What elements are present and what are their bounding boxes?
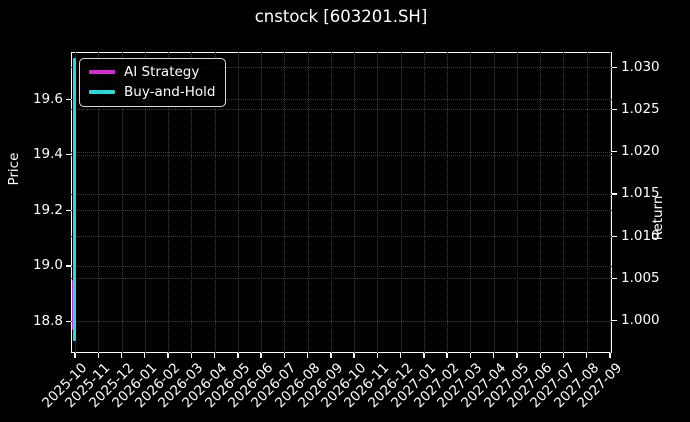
- price-tick-label: 19.4: [32, 146, 63, 163]
- grid-line-horizontal: [71, 321, 612, 323]
- price-tick-label: 19.2: [32, 201, 63, 218]
- return-tick-label: 1.030: [621, 58, 660, 75]
- x-tick-mark: [516, 353, 518, 358]
- price-tick-label: 19.6: [32, 90, 63, 107]
- grid-line-horizontal: [71, 210, 612, 212]
- return-tick-mark: [612, 320, 617, 322]
- grid-line-horizontal: [71, 236, 612, 238]
- grid-line-vertical: [423, 52, 425, 353]
- return-tick-label: 1.000: [621, 312, 660, 329]
- grid-line-horizontal: [71, 67, 612, 69]
- price-tick-label: 19.0: [32, 257, 63, 274]
- x-tick-mark: [330, 353, 332, 358]
- grid-line-vertical: [307, 52, 309, 353]
- x-tick-mark: [120, 353, 123, 358]
- grid-line-vertical: [144, 52, 146, 353]
- legend-item-ai-strategy: AI Strategy: [89, 64, 215, 80]
- price-tick-mark: [66, 98, 71, 100]
- grid-line-vertical: [586, 52, 588, 353]
- x-tick-mark: [539, 353, 541, 358]
- grid-line-vertical: [377, 52, 379, 353]
- grid-line-vertical: [610, 52, 611, 353]
- legend-label-buy-and-hold: Buy-and-Hold: [124, 84, 216, 100]
- x-tick-mark: [446, 353, 448, 358]
- grid-line-horizontal: [71, 109, 612, 111]
- x-tick-mark: [283, 353, 286, 358]
- grid-line-horizontal: [71, 265, 612, 267]
- x-tick-mark: [74, 353, 76, 358]
- grid-line-vertical: [214, 52, 216, 353]
- price-tick-mark: [66, 154, 71, 156]
- x-tick-mark: [609, 353, 611, 358]
- price-tick-mark: [66, 320, 71, 323]
- x-tick-mark: [213, 353, 216, 358]
- price-axis-label: Price: [6, 152, 22, 186]
- grid-line-vertical: [563, 52, 565, 353]
- return-tick-label: 1.010: [621, 227, 660, 244]
- x-tick-mark: [97, 353, 99, 358]
- price-tick-label: 18.8: [32, 312, 63, 329]
- grid-line-horizontal: [71, 99, 612, 101]
- grid-line-vertical: [98, 52, 100, 353]
- series-line-buy-and-hold: [73, 57, 76, 341]
- return-tick-mark: [612, 151, 617, 153]
- x-tick-mark: [399, 353, 402, 358]
- return-tick-label: 1.005: [621, 269, 660, 286]
- legend-item-buy-and-hold: Buy-and-Hold: [89, 84, 215, 100]
- return-tick-label: 1.015: [621, 185, 660, 202]
- chart-title: cnstock [603201.SH]: [254, 7, 428, 26]
- x-tick-mark: [376, 353, 379, 358]
- grid-line-horizontal: [71, 320, 612, 322]
- series-line-ai-strategy: [71, 279, 75, 330]
- buy-and-hold-line-swatch: [89, 90, 115, 94]
- x-tick-mark: [469, 353, 472, 358]
- grid-line-vertical: [400, 52, 402, 353]
- grid-line-vertical: [284, 52, 286, 353]
- price-tick-mark: [66, 265, 71, 267]
- x-tick-mark: [306, 353, 309, 358]
- x-tick-mark: [144, 353, 146, 358]
- grid-line-vertical: [330, 52, 332, 353]
- x-tick-mark: [167, 353, 169, 358]
- grid-line-vertical: [540, 52, 542, 353]
- ai-strategy-line-swatch: [89, 70, 115, 74]
- grid-line-vertical: [354, 52, 356, 353]
- return-tick-mark: [612, 277, 617, 280]
- grid-line-vertical: [493, 52, 495, 353]
- return-tick-label: 1.025: [621, 100, 660, 117]
- grid-line-vertical: [261, 52, 263, 353]
- x-tick-mark: [353, 353, 355, 358]
- x-tick-mark: [562, 353, 565, 358]
- grid-line-vertical: [237, 52, 239, 353]
- grid-line-vertical: [168, 52, 170, 353]
- x-tick-mark: [586, 353, 588, 358]
- grid-line-horizontal: [71, 278, 612, 280]
- grid-line-vertical: [516, 52, 518, 353]
- grid-line-vertical: [121, 52, 123, 353]
- x-tick-mark: [237, 353, 239, 358]
- return-tick-mark: [612, 66, 617, 68]
- x-tick-mark: [423, 353, 425, 358]
- x-tick-mark: [190, 353, 192, 358]
- return-tick-label: 1.020: [621, 143, 660, 160]
- grid-line-horizontal: [71, 193, 612, 195]
- x-tick-mark: [492, 353, 495, 358]
- grid-line-horizontal: [71, 154, 612, 156]
- legend: AI Strategy Buy-and-Hold: [79, 58, 227, 107]
- grid-line-vertical: [447, 52, 449, 353]
- price-tick-mark: [66, 209, 71, 212]
- plot-area: AI Strategy Buy-and-Hold: [71, 52, 612, 353]
- grid-line-horizontal: [71, 151, 612, 153]
- return-tick-mark: [612, 193, 617, 195]
- grid-line-vertical: [470, 52, 472, 353]
- x-tick-mark: [260, 353, 262, 358]
- return-tick-mark: [612, 235, 617, 237]
- grid-line-vertical: [191, 52, 193, 353]
- legend-label-ai-strategy: AI Strategy: [124, 64, 200, 80]
- return-tick-mark: [612, 108, 617, 111]
